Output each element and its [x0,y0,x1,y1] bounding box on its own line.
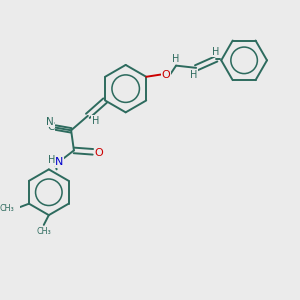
Text: N: N [46,117,53,127]
Text: CH₃: CH₃ [0,204,14,213]
Text: H: H [212,47,219,57]
Text: H: H [92,116,99,126]
Text: O: O [94,148,103,158]
Text: H: H [48,154,55,165]
Text: O: O [161,70,170,80]
Text: N: N [55,158,64,167]
Text: H: H [172,54,179,64]
Text: CH₃: CH₃ [36,227,51,236]
Text: H: H [190,70,197,80]
Text: C: C [47,122,54,132]
